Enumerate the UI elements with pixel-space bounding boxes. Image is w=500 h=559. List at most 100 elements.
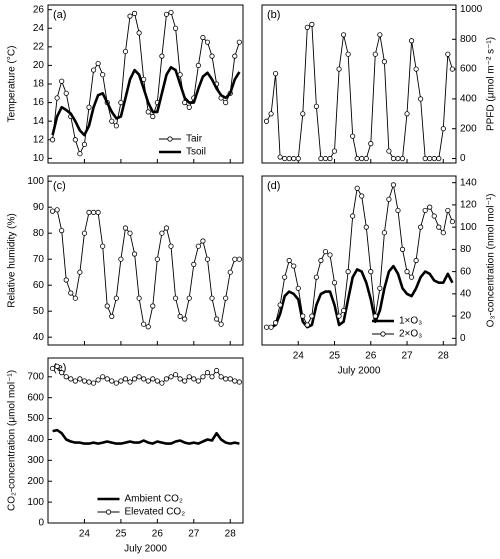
data-point bbox=[195, 243, 201, 249]
y-tick-label: 40 bbox=[33, 332, 45, 343]
data-point bbox=[236, 256, 242, 262]
data-point bbox=[449, 218, 455, 225]
data-point bbox=[63, 277, 69, 283]
panel-label: (b) bbox=[267, 9, 280, 21]
data-point bbox=[322, 155, 329, 162]
panel: (e)0100200300400500600700CO₂-concentrati… bbox=[7, 357, 244, 555]
x-tick-label: 26 bbox=[152, 529, 164, 540]
y-tick-label: 20 bbox=[460, 311, 472, 322]
data-point bbox=[191, 376, 197, 382]
data-point bbox=[81, 378, 88, 384]
data-point bbox=[159, 230, 165, 236]
data-point bbox=[395, 155, 401, 162]
data-point bbox=[54, 95, 60, 101]
data-point bbox=[100, 72, 106, 78]
plot-frame bbox=[47, 175, 244, 346]
x-tick-label: 26 bbox=[365, 351, 377, 362]
y-tick-label: 24 bbox=[33, 23, 45, 34]
data-point bbox=[136, 30, 142, 36]
data-point bbox=[431, 155, 437, 162]
y-tick-label: 50 bbox=[33, 306, 45, 317]
data-point bbox=[327, 155, 333, 162]
data-point bbox=[104, 303, 110, 309]
data-point bbox=[386, 148, 392, 154]
data-point bbox=[49, 137, 56, 143]
data-point bbox=[186, 295, 192, 301]
series-line bbox=[52, 209, 240, 328]
data-point bbox=[408, 38, 415, 44]
y-tick-label: 16 bbox=[33, 97, 45, 108]
data-point bbox=[331, 280, 338, 286]
data-point bbox=[213, 316, 220, 322]
data-point bbox=[304, 24, 310, 30]
data-point bbox=[368, 269, 374, 275]
data-point bbox=[445, 51, 451, 57]
data-point bbox=[449, 66, 455, 72]
panel: (a) 10 12 14 16 18 20 22 24 26 Temperature (°C) Tai… bbox=[7, 4, 244, 164]
legend-label: Elevated CO₂ bbox=[125, 507, 186, 518]
y-tick-label: 0 bbox=[38, 518, 44, 529]
data-point bbox=[59, 370, 65, 376]
data-point bbox=[141, 321, 147, 327]
panel: (c) 40 50 60 70 80 90 100 Relative humidity (%) bbox=[7, 175, 244, 346]
legend-label: Tair bbox=[186, 134, 203, 145]
data-point bbox=[163, 11, 170, 17]
data-point bbox=[95, 209, 101, 215]
data-point bbox=[90, 67, 97, 73]
data-point bbox=[218, 374, 224, 380]
data-point bbox=[172, 372, 179, 378]
panel-label: (a) bbox=[53, 9, 66, 21]
y-tick-label: 300 bbox=[27, 455, 44, 466]
y-tick-label: 100 bbox=[27, 497, 44, 508]
data-point bbox=[223, 295, 229, 301]
data-point bbox=[72, 295, 78, 301]
data-point bbox=[118, 256, 124, 262]
data-point bbox=[177, 313, 183, 319]
data-point bbox=[168, 9, 174, 16]
data-point bbox=[72, 378, 78, 384]
data-point bbox=[381, 59, 387, 65]
series-line bbox=[266, 23, 453, 159]
y-tick-label: 600 bbox=[460, 64, 477, 75]
data-point bbox=[227, 269, 233, 275]
data-point bbox=[122, 48, 129, 55]
data-point bbox=[359, 155, 365, 162]
data-point bbox=[59, 78, 65, 84]
data-point bbox=[350, 133, 356, 139]
y-tick-label: 12 bbox=[33, 134, 45, 145]
data-point bbox=[282, 274, 288, 280]
y-tick-label: 10 bbox=[33, 153, 45, 164]
data-point bbox=[377, 285, 383, 291]
data-point bbox=[291, 155, 297, 162]
data-point bbox=[263, 118, 270, 124]
data-point bbox=[427, 155, 433, 162]
data-point bbox=[68, 376, 74, 382]
data-point bbox=[131, 376, 138, 382]
series-line bbox=[266, 184, 453, 328]
data-point bbox=[72, 137, 78, 143]
data-point bbox=[159, 53, 165, 59]
data-point bbox=[313, 274, 319, 280]
series-line bbox=[52, 428, 240, 445]
data-point bbox=[54, 363, 60, 369]
data-point bbox=[268, 324, 274, 330]
data-point bbox=[204, 39, 211, 45]
data-point bbox=[182, 378, 188, 384]
data-point bbox=[109, 313, 115, 319]
data-point bbox=[177, 376, 183, 382]
data-point bbox=[354, 185, 360, 191]
data-point bbox=[436, 224, 442, 230]
data-point bbox=[322, 249, 329, 255]
data-point bbox=[131, 10, 138, 16]
data-point bbox=[422, 155, 428, 162]
panel: (b) 0 200 400 600 800 1000 PPFD (μmol m⁻² s⁻¹) bbox=[261, 4, 497, 164]
data-point bbox=[345, 269, 351, 275]
data-point bbox=[223, 376, 229, 382]
data-point bbox=[109, 378, 115, 384]
data-point bbox=[277, 302, 283, 308]
data-point bbox=[340, 32, 347, 38]
y-tick-label: 18 bbox=[33, 79, 45, 90]
x-axis-label: July 2000 bbox=[124, 544, 167, 555]
